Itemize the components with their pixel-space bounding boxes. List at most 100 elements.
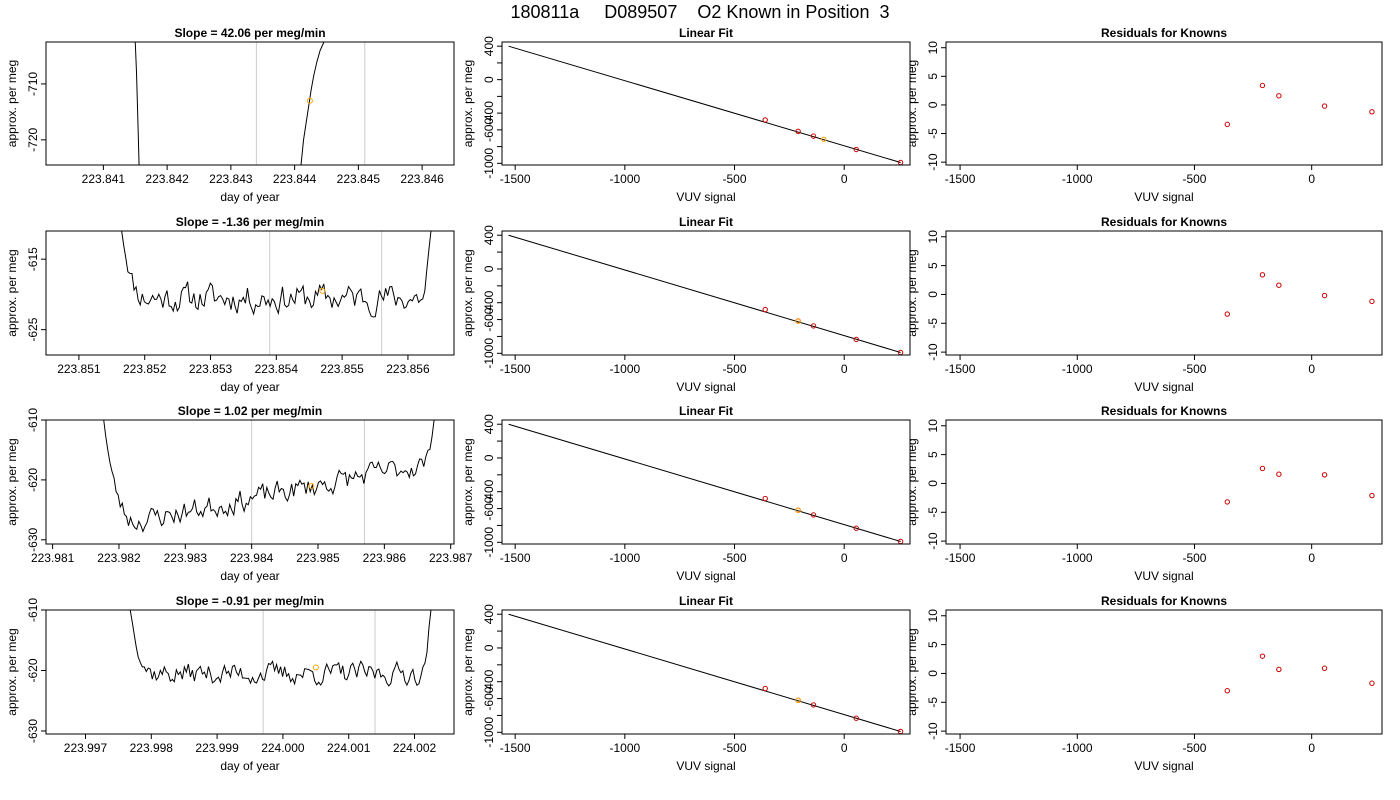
panel-r1-c3: Residuals for Knowns -1500 -1000 -500 0 VUV s… xyxy=(905,26,1383,204)
y-tick-label: -1000 xyxy=(482,717,496,748)
x-tick-label: -500 xyxy=(1182,551,1206,565)
plot-area xyxy=(508,45,904,165)
y-tick-label: -10 xyxy=(926,343,940,361)
x-tick-label: 223.842 xyxy=(145,172,189,186)
y-tick-label: 400 xyxy=(482,36,496,56)
title-description: O2 Known in Position 3 xyxy=(697,2,890,22)
title-run-id: 180811a xyxy=(510,2,580,22)
panel-r3-c1: Slope = 1.02 per meg/min 223.981 223.982 22… xyxy=(5,404,473,583)
x-tick-label: -1500 xyxy=(945,741,976,755)
y-tick-label: -615 xyxy=(26,247,40,271)
x-tick-label: 0 xyxy=(1308,741,1315,755)
x-tick-label: -1500 xyxy=(500,362,531,376)
x-tick-label: -1000 xyxy=(609,551,640,565)
panel-frame xyxy=(501,419,911,545)
signal-trace xyxy=(121,231,432,318)
y-tick-label: -620 xyxy=(26,658,40,682)
known-point xyxy=(1369,298,1375,305)
x-axis-label: VUV signal xyxy=(676,759,735,773)
known-point xyxy=(853,146,859,153)
current-sample-point xyxy=(308,482,315,489)
x-tick-label: -500 xyxy=(723,362,747,376)
page-title: 180811a D089507 O2 Known in Position 3 xyxy=(0,0,1400,24)
known-point xyxy=(1259,653,1266,659)
current-sample-point xyxy=(306,97,313,104)
y-tick-label: -5 xyxy=(926,128,940,139)
known-point xyxy=(1224,121,1230,128)
panel-title: Residuals for Knowns xyxy=(1101,594,1227,608)
panel-frame xyxy=(501,230,911,356)
y-tick-label: 5 xyxy=(926,451,940,458)
x-tick-label: 223.851 xyxy=(57,362,101,376)
y-tick-label: -600 xyxy=(482,686,496,710)
panel-frame xyxy=(501,41,911,166)
x-tick-label: 223.853 xyxy=(189,362,233,376)
current-sample-point xyxy=(795,697,801,703)
y-axis-label: approx. per meg xyxy=(5,60,19,147)
x-tick-label: -500 xyxy=(1182,172,1206,186)
known-point xyxy=(762,495,768,502)
current-sample-point xyxy=(795,318,801,324)
known-point xyxy=(762,306,768,313)
y-tick-label: -10 xyxy=(926,153,940,171)
x-axis-label: day of year xyxy=(220,190,279,204)
y-tick-label: 400 xyxy=(482,414,496,434)
x-axis-label: VUV signal xyxy=(1134,380,1193,394)
panel-frame xyxy=(45,230,455,356)
plot-area xyxy=(129,610,432,734)
y-axis-label: approx. per meg xyxy=(5,249,19,336)
x-tick-label: 223.856 xyxy=(386,362,430,376)
x-tick-label: 223.852 xyxy=(123,362,167,376)
x-tick-label: -1500 xyxy=(500,551,531,565)
known-point xyxy=(1276,666,1282,673)
x-tick-label: 223.854 xyxy=(255,362,299,376)
x-tick-label: 0 xyxy=(841,551,848,565)
x-tick-label: 224.002 xyxy=(393,741,437,755)
x-axis-label: VUV signal xyxy=(1134,569,1193,583)
x-tick-label: -500 xyxy=(1182,741,1206,755)
known-point xyxy=(810,323,817,329)
x-axis-label: day of year xyxy=(220,759,279,773)
panel-r4-c2: Linear Fit -1500 -1000 -500 0 VUV signal -1000… xyxy=(461,594,911,773)
known-point xyxy=(810,133,817,139)
y-axis-label: approx. per meg xyxy=(905,60,919,147)
x-tick-label: -1500 xyxy=(945,172,976,186)
plot-area xyxy=(508,613,904,734)
y-tick-label: -1000 xyxy=(482,527,496,558)
fit-line xyxy=(508,423,901,542)
known-point xyxy=(1224,311,1230,317)
current-sample-point xyxy=(821,136,827,143)
panel-title: Slope = -1.36 per meg/min xyxy=(176,215,324,229)
plot-area xyxy=(1224,82,1375,128)
known-point xyxy=(853,715,859,721)
x-tick-label: 223.983 xyxy=(164,551,208,565)
panel-title: Linear Fit xyxy=(679,404,733,418)
y-axis-label: approx. per meg xyxy=(5,438,19,525)
y-axis-label: approx. per meg xyxy=(461,628,475,715)
plot-area xyxy=(508,423,904,544)
known-point xyxy=(762,117,768,123)
y-tick-label: -600 xyxy=(482,307,496,331)
x-axis-label: day of year xyxy=(220,569,279,583)
x-tick-label: -1000 xyxy=(1062,172,1093,186)
y-tick-label: 10 xyxy=(926,609,940,623)
known-point xyxy=(1321,472,1328,478)
panel-r3-c3: Residuals for Knowns -1500 -1000 -500 0 VUV s… xyxy=(905,404,1383,583)
known-point xyxy=(853,336,859,343)
x-tick-label: -1500 xyxy=(500,741,531,755)
x-tick-label: -1500 xyxy=(945,362,976,376)
x-axis-label: VUV signal xyxy=(1134,190,1193,204)
panel-title: Linear Fit xyxy=(679,26,733,40)
panel-frame xyxy=(945,609,1383,735)
y-tick-label: 0 xyxy=(482,76,496,83)
y-tick-label: -400 xyxy=(482,479,496,503)
y-axis-label: approx. per meg xyxy=(905,628,919,715)
y-tick-label: 10 xyxy=(926,41,940,55)
y-tick-label: -710 xyxy=(26,72,40,96)
y-tick-label: 0 xyxy=(482,265,496,272)
x-tick-label: 223.843 xyxy=(209,172,253,186)
plot-area xyxy=(103,420,435,544)
panel-title: Linear Fit xyxy=(679,594,733,608)
current-sample-point xyxy=(319,287,326,294)
